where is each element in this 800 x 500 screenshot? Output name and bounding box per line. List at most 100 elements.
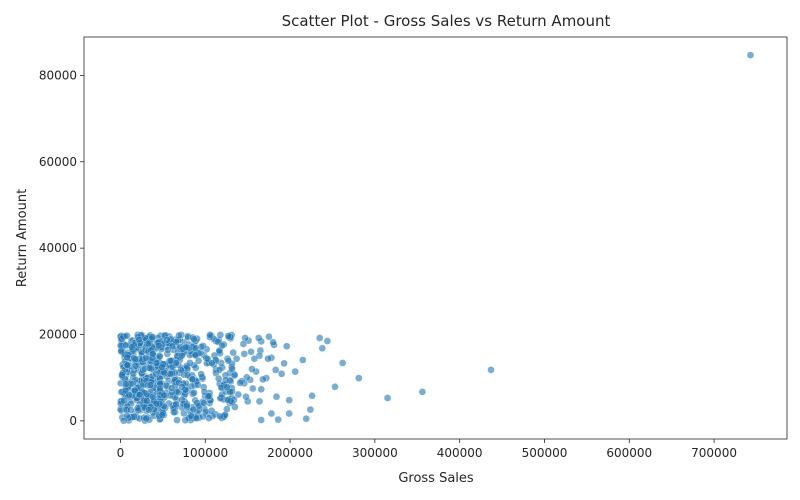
x-tick-label: 600000 bbox=[606, 446, 652, 460]
data-point bbox=[187, 382, 196, 390]
data-point bbox=[127, 343, 136, 351]
data-point bbox=[170, 408, 178, 416]
data-point bbox=[264, 354, 272, 363]
data-point bbox=[306, 405, 315, 414]
data-point bbox=[229, 348, 237, 357]
data-point bbox=[172, 400, 180, 409]
data-point bbox=[142, 414, 150, 423]
x-tick-label: 700000 bbox=[691, 446, 737, 460]
data-point bbox=[746, 51, 755, 59]
y-axis-label: Return Amount bbox=[15, 189, 30, 287]
data-point bbox=[194, 381, 202, 389]
data-point bbox=[274, 415, 282, 424]
data-point bbox=[167, 384, 176, 392]
data-point bbox=[223, 405, 231, 413]
data-point bbox=[197, 370, 205, 378]
data-point bbox=[183, 401, 191, 410]
data-point bbox=[121, 380, 130, 388]
data-point bbox=[247, 348, 255, 356]
data-point bbox=[152, 399, 161, 408]
x-tick-label: 500000 bbox=[522, 446, 568, 460]
data-point bbox=[299, 356, 307, 364]
data-point bbox=[271, 366, 280, 374]
x-axis-ticks: 0 100000 200000 300000 400000 500000 600000 700… bbox=[117, 439, 737, 460]
data-point bbox=[323, 337, 332, 345]
data-point bbox=[160, 391, 168, 400]
data-point bbox=[487, 366, 495, 374]
data-point bbox=[123, 361, 132, 369]
data-point bbox=[145, 364, 154, 372]
data-point bbox=[215, 366, 224, 374]
data-point bbox=[265, 332, 273, 341]
data-point bbox=[308, 392, 316, 400]
data-point bbox=[152, 370, 160, 378]
y-tick-label: 20000 bbox=[39, 328, 77, 342]
data-point bbox=[154, 341, 163, 350]
data-point bbox=[318, 344, 327, 353]
data-point bbox=[192, 414, 201, 423]
data-point bbox=[257, 416, 265, 424]
data-point bbox=[156, 352, 164, 361]
data-point bbox=[291, 367, 299, 376]
data-point bbox=[257, 385, 265, 394]
data-point bbox=[240, 350, 249, 358]
data-point bbox=[163, 336, 171, 344]
data-point bbox=[129, 369, 138, 378]
data-point bbox=[143, 397, 151, 405]
data-point bbox=[123, 353, 131, 362]
y-tick-label: 40000 bbox=[39, 241, 77, 255]
chart-title: Scatter Plot - Gross Sales vs Return Amo… bbox=[282, 12, 611, 30]
data-point bbox=[285, 396, 293, 404]
y-tick-label: 60000 bbox=[39, 155, 77, 169]
data-point bbox=[248, 365, 256, 373]
data-point bbox=[158, 411, 167, 419]
data-point bbox=[166, 370, 175, 378]
data-point bbox=[175, 331, 183, 340]
data-point bbox=[216, 412, 224, 421]
data-point bbox=[180, 409, 188, 418]
data-point bbox=[190, 388, 198, 397]
x-tick-label: 400000 bbox=[437, 446, 483, 460]
data-point bbox=[224, 356, 233, 365]
data-point bbox=[249, 384, 257, 393]
data-point bbox=[131, 355, 140, 363]
data-point bbox=[149, 350, 157, 358]
plot-frame bbox=[83, 36, 788, 440]
data-point bbox=[331, 383, 339, 391]
data-point bbox=[242, 392, 250, 401]
data-point bbox=[338, 359, 347, 367]
data-point bbox=[280, 359, 288, 368]
data-point bbox=[216, 331, 225, 339]
data-point bbox=[277, 370, 286, 378]
data-point bbox=[232, 354, 241, 363]
data-point bbox=[188, 375, 197, 384]
data-point bbox=[119, 416, 128, 425]
data-point bbox=[285, 409, 293, 418]
data-point bbox=[173, 416, 181, 424]
data-point bbox=[267, 409, 276, 418]
data-point bbox=[156, 384, 164, 393]
data-point bbox=[194, 357, 203, 365]
x-tick-label: 200000 bbox=[267, 446, 313, 460]
data-point bbox=[236, 379, 244, 387]
data-point bbox=[186, 359, 194, 367]
data-point bbox=[158, 363, 166, 371]
data-point bbox=[166, 357, 175, 365]
data-point bbox=[144, 406, 153, 414]
data-point bbox=[144, 339, 153, 348]
data-point bbox=[315, 334, 324, 342]
data-point bbox=[207, 407, 216, 415]
data-point bbox=[223, 396, 232, 404]
data-point bbox=[123, 331, 131, 340]
data-point bbox=[131, 362, 140, 370]
data-point bbox=[218, 341, 226, 350]
data-point bbox=[221, 376, 230, 384]
data-point bbox=[206, 331, 214, 339]
data-point bbox=[181, 343, 190, 352]
data-point bbox=[205, 392, 213, 400]
data-point bbox=[148, 393, 157, 401]
data-point bbox=[199, 412, 207, 421]
data-point bbox=[168, 342, 177, 351]
x-axis-label: Gross Sales bbox=[398, 471, 474, 486]
